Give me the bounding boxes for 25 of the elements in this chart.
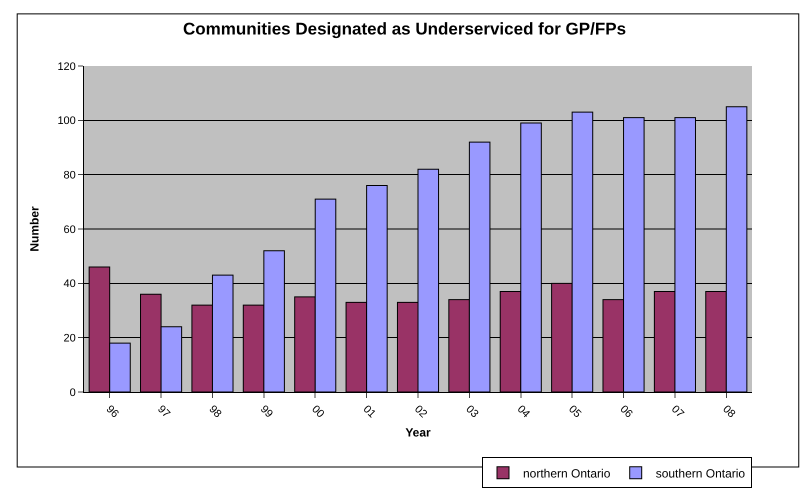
x-tick-label: 98 (206, 403, 224, 420)
x-tick-label: 04 (514, 403, 532, 420)
legend-label: southern Ontario (656, 466, 746, 480)
x-tick-label: 08 (720, 403, 738, 420)
x-tick-label: 07 (668, 403, 686, 420)
legend-label: northern Ontario (523, 466, 611, 480)
y-tick-label: 0 (70, 386, 76, 399)
y-tick-label: 20 (64, 332, 76, 345)
x-tick-label: 96 (104, 403, 121, 420)
y-tick-label: 60 (64, 224, 76, 236)
chart-title: Communities Designated as Underserviced for GP/FPs (182, 19, 626, 38)
y-axis-title: Number (28, 206, 42, 252)
x-tick-label: 06 (618, 403, 635, 420)
x-axis-title: Year (405, 425, 432, 440)
y-tick-label: 80 (64, 170, 76, 182)
x-tick-label: 99 (258, 403, 275, 420)
x-tick-label: 02 (412, 403, 430, 420)
x-tick-label: 01 (360, 403, 378, 420)
x-tick-label: 97 (155, 403, 172, 420)
x-tick-label: 00 (309, 403, 326, 420)
x-tick-label: 03 (463, 403, 481, 420)
y-tick-label: 120 (57, 60, 76, 73)
x-tick-label: 05 (566, 403, 584, 420)
y-tick-label: 40 (64, 278, 76, 290)
y-tick-label: 100 (57, 115, 76, 128)
